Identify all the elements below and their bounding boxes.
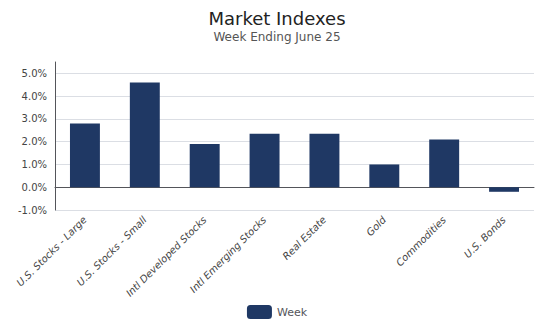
svg-text:5.0%: 5.0%: [22, 68, 47, 79]
svg-text:0.0%: 0.0%: [22, 182, 47, 193]
svg-text:Real Estate: Real Estate: [280, 214, 328, 262]
svg-text:U.S. Stocks - Large: U.S. Stocks - Large: [14, 214, 89, 289]
svg-text:U.S. Stocks - Small: U.S. Stocks - Small: [74, 214, 149, 289]
svg-text:Week Ending June 25: Week Ending June 25: [213, 30, 340, 44]
svg-text:U.S. Bonds: U.S. Bonds: [462, 214, 508, 260]
svg-text:2.0%: 2.0%: [22, 136, 47, 147]
svg-text:3.0%: 3.0%: [22, 113, 47, 124]
svg-text:Commodities: Commodities: [394, 214, 448, 268]
svg-text:-1.0%: -1.0%: [18, 205, 47, 216]
svg-text:Intl Developed Stocks: Intl Developed Stocks: [123, 214, 209, 299]
svg-text:4.0%: 4.0%: [22, 91, 47, 102]
svg-text:Week: Week: [277, 306, 308, 319]
svg-text:Intl Emerging Stocks: Intl Emerging Stocks: [188, 214, 269, 295]
svg-text:1.0%: 1.0%: [22, 159, 47, 170]
svg-text:Market Indexes: Market Indexes: [208, 8, 345, 29]
svg-text:Gold: Gold: [364, 214, 388, 238]
